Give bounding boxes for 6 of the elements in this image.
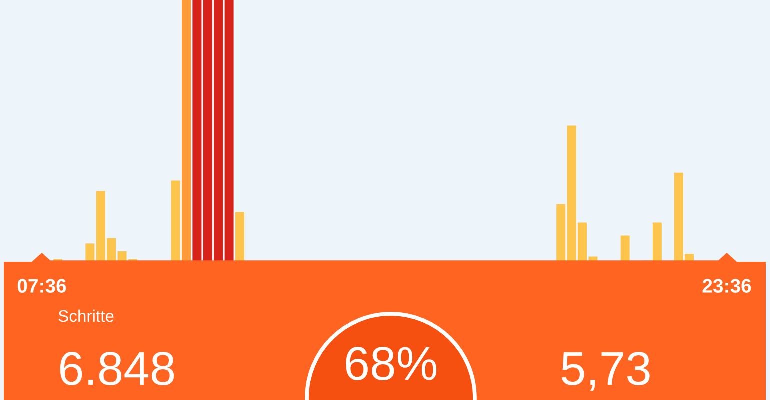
text: 6.848: [60, 352, 174, 386]
x-tick-label: 23:36: [702, 279, 752, 293]
x-tick-label: 07:36: [18, 279, 66, 293]
text: Schritte: [58, 310, 114, 322]
text: 68%: [346, 347, 437, 380]
text: 5,73: [562, 352, 650, 392]
